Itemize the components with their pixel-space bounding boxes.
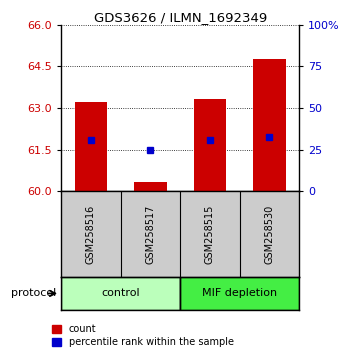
Text: control: control: [101, 289, 140, 298]
Bar: [134, 182, 167, 191]
Bar: [253, 59, 286, 191]
Bar: [193, 99, 226, 191]
Text: GSM258530: GSM258530: [265, 204, 274, 264]
Bar: [74, 102, 107, 191]
Bar: [180, 277, 299, 310]
Text: protocol: protocol: [11, 289, 56, 298]
Legend: count, percentile rank within the sample: count, percentile rank within the sample: [52, 325, 234, 347]
Text: MIF depletion: MIF depletion: [202, 289, 277, 298]
Title: GDS3626 / ILMN_1692349: GDS3626 / ILMN_1692349: [94, 11, 267, 24]
Text: GSM258516: GSM258516: [86, 204, 96, 264]
Text: GSM258517: GSM258517: [146, 204, 155, 264]
Text: GSM258515: GSM258515: [205, 204, 215, 264]
Bar: [61, 277, 180, 310]
